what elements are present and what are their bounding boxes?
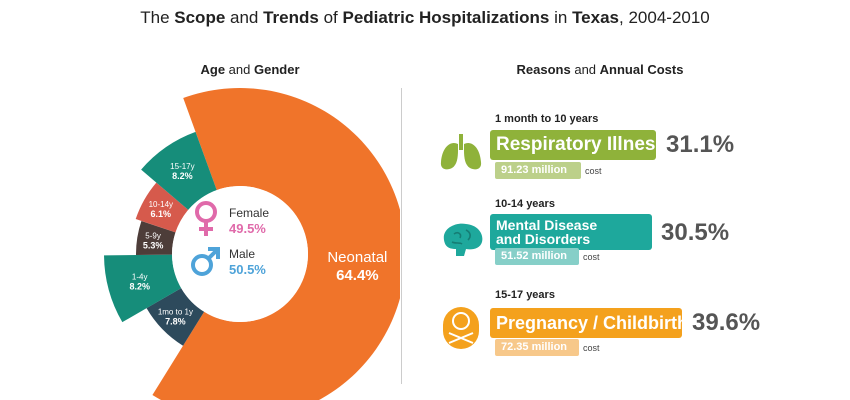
male-value: 50.5% — [229, 262, 266, 277]
reason-cost: 72.35 million — [495, 339, 579, 356]
page-title: The Scope and Trends of Pediatric Hospit… — [140, 8, 710, 27]
reason-age: 1 month to 10 years — [495, 113, 599, 125]
reason-age: 10-14 years — [495, 198, 555, 210]
slice-10-14y — [135, 182, 189, 233]
cost-label: cost — [585, 166, 602, 176]
slice-1-4y — [104, 254, 182, 323]
female-icon — [195, 201, 217, 236]
section-divider — [401, 88, 402, 384]
baby-icon — [443, 307, 479, 349]
slice-category-label: 5-9y — [145, 231, 161, 240]
slice-category-label: 1mo to 1y — [158, 308, 193, 317]
slice-15-17y — [141, 131, 217, 210]
reason-name-box: Mental Disease and Disorders — [490, 214, 652, 250]
slice-value-label: 64.4% — [336, 267, 379, 284]
slice-category-label: 10-14y — [149, 200, 173, 209]
lungs-icon — [440, 134, 482, 170]
slice-category-label: 15-17y — [170, 162, 194, 171]
reason-cost: 91.23 million — [495, 162, 581, 179]
reason-percent: 30.5% — [661, 219, 730, 246]
reason-name-box: Pregnancy / Childbirth — [490, 308, 688, 338]
reason-name-line1: Mental Disease — [496, 217, 598, 233]
slice-5-9y — [136, 220, 176, 256]
reason-name-line2: and Disorders — [496, 231, 591, 247]
slice-1mo-to-1y — [146, 288, 205, 346]
reason-age: 15-17 years — [495, 289, 555, 301]
female-label: Female — [229, 206, 269, 220]
reasons-costs-heading: Reasons and Annual Costs — [516, 62, 684, 77]
slice-value-label: 8.2% — [172, 171, 193, 181]
brain-icon — [443, 223, 483, 256]
reason-name-box: Respiratory Illness — [490, 130, 666, 160]
reason-percent: 39.6% — [692, 309, 761, 336]
male-label: Male — [229, 247, 255, 261]
reason-percent: 31.1% — [666, 131, 735, 158]
slice-value-label: 8.2% — [129, 281, 150, 291]
cost-label: cost — [583, 343, 600, 353]
male-icon — [191, 247, 220, 276]
age-gender-heading: Age and Gender — [200, 62, 300, 77]
slice-value-label: 5.3% — [143, 240, 164, 250]
slice-value-label: 6.1% — [151, 209, 172, 219]
slice-category-label: 1-4y — [132, 272, 148, 281]
reason-cost: 51.52 million — [495, 248, 579, 265]
cost-label: cost — [583, 252, 600, 262]
slice-category-label: Neonatal — [327, 249, 387, 266]
slice-value-label: 7.8% — [165, 317, 186, 327]
slice-neonatal — [152, 88, 400, 400]
female-value: 49.5% — [229, 221, 266, 236]
